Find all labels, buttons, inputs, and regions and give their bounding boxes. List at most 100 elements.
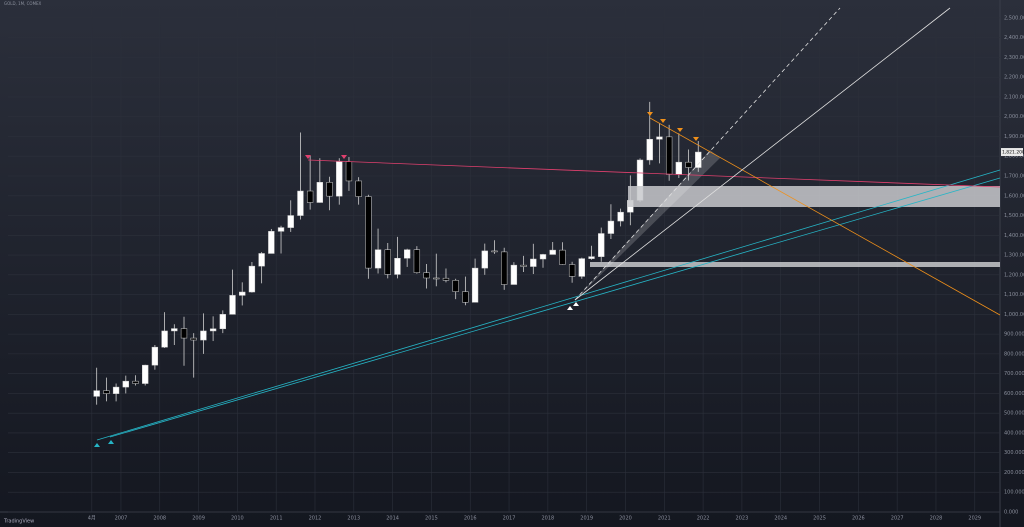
y-tick-label: 700.000 — [1004, 371, 1024, 377]
x-tick-label: 2024 — [774, 516, 787, 522]
y-tick-label: 400.000 — [1004, 430, 1024, 436]
candle-body — [510, 264, 518, 285]
triangle — [575, 150, 720, 300]
arrow — [573, 302, 579, 306]
candle-body — [394, 257, 401, 275]
arrow — [693, 137, 699, 141]
candle-body — [617, 211, 624, 222]
x-tick-label: 2019 — [580, 516, 593, 522]
y-tick-label: 100.000 — [1004, 490, 1024, 496]
plot — [8, 8, 1000, 513]
x-tick-label: 2009 — [192, 516, 205, 522]
x-tick-label: 2018 — [541, 516, 554, 522]
candle-body — [277, 227, 285, 232]
candle-body — [404, 249, 411, 259]
candle-body — [248, 265, 256, 293]
y-tick-label: 200.000 — [1004, 470, 1024, 476]
trendline — [574, 7, 951, 301]
candle-body — [219, 314, 226, 330]
candle-body — [200, 330, 207, 341]
candle-body — [93, 390, 100, 397]
trendline — [574, 7, 841, 301]
arrow — [660, 119, 666, 123]
candle-body — [374, 249, 382, 269]
candle-body — [151, 346, 159, 366]
y-tick-label: 800.000 — [1004, 351, 1024, 357]
arrow — [677, 128, 683, 132]
candle-body — [209, 328, 217, 332]
last-price-label: 1,821.200 — [1002, 150, 1024, 156]
y-tick-label: 1,200.000 — [1004, 272, 1024, 278]
candle-body — [481, 250, 488, 269]
y-tick-label: 2,200.000 — [1004, 75, 1024, 81]
last-price-box — [1001, 148, 1023, 157]
candle-body — [258, 253, 265, 267]
y-tick-label: 2,000.000 — [1004, 114, 1024, 120]
y-tick-label: 1,000.000 — [1004, 312, 1024, 318]
y-tick-label: 0.000 — [1004, 510, 1018, 516]
arrow — [647, 112, 653, 116]
candle-body — [452, 280, 459, 292]
x-tick-label: 2012 — [309, 516, 322, 522]
y-tick-label: 2,500.000 — [1004, 15, 1024, 21]
header-title: GOLD, 1M, COMEX — [4, 1, 42, 6]
y-tick-label: 2,300.000 — [1004, 55, 1024, 61]
candle-body — [471, 267, 479, 303]
x-tick-label: 2011 — [270, 516, 283, 522]
candle-body — [297, 190, 304, 216]
x-tick-label: 2022 — [697, 516, 710, 522]
candle-body — [588, 256, 595, 259]
candle-body — [190, 337, 197, 341]
y-tick-label: 1,100.000 — [1004, 292, 1024, 298]
candle-body — [568, 264, 576, 277]
candle-body — [229, 295, 236, 315]
x-tick-label: 2028 — [930, 516, 943, 522]
arrow — [305, 155, 311, 159]
x-tick-label: 2008 — [153, 516, 166, 522]
x-tick-label: 4月 — [88, 516, 96, 522]
candle-body — [530, 258, 537, 267]
trendline — [109, 177, 1001, 438]
candle-body — [122, 380, 129, 388]
y-tick-label: 1,600.000 — [1004, 193, 1024, 199]
candle-body — [646, 138, 653, 161]
y-tick-label: 1,700.000 — [1004, 174, 1024, 180]
drawings — [94, 7, 1001, 447]
candle-body — [413, 249, 421, 273]
arrow — [341, 155, 347, 159]
candle-body — [103, 390, 110, 394]
x-tick-label: 2014 — [386, 516, 399, 522]
candle-body — [345, 161, 353, 182]
candle-body — [142, 364, 149, 384]
candle-body — [433, 277, 440, 280]
candle-body — [695, 151, 702, 168]
x-tick-label: 2026 — [852, 516, 865, 522]
x-tick-label: 2017 — [503, 516, 516, 522]
candle-body — [442, 277, 450, 281]
candle-body — [336, 161, 343, 197]
candle-body — [316, 182, 324, 203]
candle-body — [365, 196, 372, 269]
y-tick-label: 600.000 — [1004, 391, 1024, 397]
candle-body — [268, 231, 275, 254]
x-tick-label: 2027 — [891, 516, 904, 522]
candle-body — [491, 250, 498, 253]
y-tick-label: 300.000 — [1004, 450, 1024, 456]
x-tick-label: 2025 — [813, 516, 826, 522]
candle-body — [239, 291, 246, 296]
candle-body — [355, 180, 362, 197]
candle-body — [539, 254, 547, 260]
candle-body — [384, 249, 391, 275]
y-tick-label: 2,100.000 — [1004, 94, 1024, 100]
arrows — [94, 112, 699, 447]
candle-body — [132, 380, 139, 384]
y-tick-label: 500.000 — [1004, 411, 1024, 417]
candle-body — [520, 264, 527, 267]
candle-body — [180, 328, 188, 339]
x-tick-label: 2007 — [115, 516, 128, 522]
zone — [590, 262, 1000, 267]
trendline — [96, 169, 1001, 441]
x-tick-label: 2029 — [968, 516, 981, 522]
y-tick-label: 1,300.000 — [1004, 253, 1024, 259]
